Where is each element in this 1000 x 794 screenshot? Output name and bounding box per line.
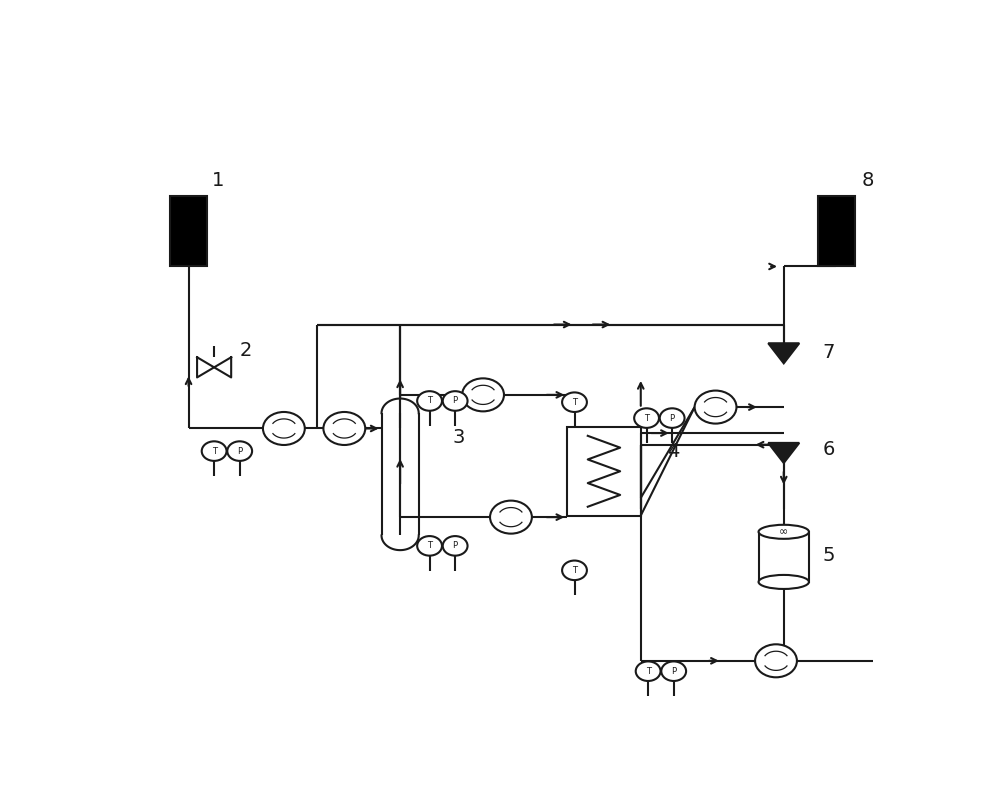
Text: P: P — [453, 396, 458, 406]
Text: 6: 6 — [822, 441, 835, 460]
Circle shape — [417, 391, 442, 410]
Text: P: P — [453, 542, 458, 550]
Text: 4: 4 — [668, 441, 680, 461]
Circle shape — [695, 391, 736, 423]
Circle shape — [490, 501, 532, 534]
Text: P: P — [237, 446, 242, 456]
Text: T: T — [646, 667, 651, 676]
Circle shape — [661, 661, 686, 681]
Circle shape — [755, 644, 797, 677]
Text: T: T — [427, 396, 432, 406]
Text: ∞: ∞ — [779, 526, 788, 537]
Circle shape — [660, 408, 685, 428]
Circle shape — [227, 441, 252, 461]
Text: 3: 3 — [452, 428, 464, 447]
Circle shape — [202, 441, 227, 461]
Circle shape — [323, 412, 365, 445]
Circle shape — [263, 412, 305, 445]
Circle shape — [562, 561, 587, 580]
Text: T: T — [572, 398, 577, 407]
Circle shape — [462, 379, 504, 411]
Text: P: P — [671, 667, 676, 676]
Text: 7: 7 — [822, 342, 835, 361]
Circle shape — [636, 661, 661, 681]
Circle shape — [562, 392, 587, 412]
Bar — [818, 196, 855, 267]
Text: 8: 8 — [861, 172, 874, 191]
Bar — [567, 427, 641, 515]
Polygon shape — [768, 443, 799, 463]
Text: T: T — [572, 566, 577, 575]
Circle shape — [417, 536, 442, 556]
Polygon shape — [768, 343, 799, 364]
Bar — [170, 196, 207, 267]
Text: 1: 1 — [212, 172, 224, 191]
Circle shape — [443, 536, 468, 556]
Circle shape — [634, 408, 659, 428]
Text: 2: 2 — [240, 341, 252, 360]
Text: T: T — [427, 542, 432, 550]
Circle shape — [443, 391, 468, 410]
Ellipse shape — [759, 575, 809, 589]
Ellipse shape — [759, 525, 809, 539]
Text: P: P — [670, 414, 675, 422]
Text: 5: 5 — [822, 545, 835, 565]
Text: T: T — [212, 446, 217, 456]
Text: T: T — [644, 414, 649, 422]
Bar — [759, 532, 809, 582]
